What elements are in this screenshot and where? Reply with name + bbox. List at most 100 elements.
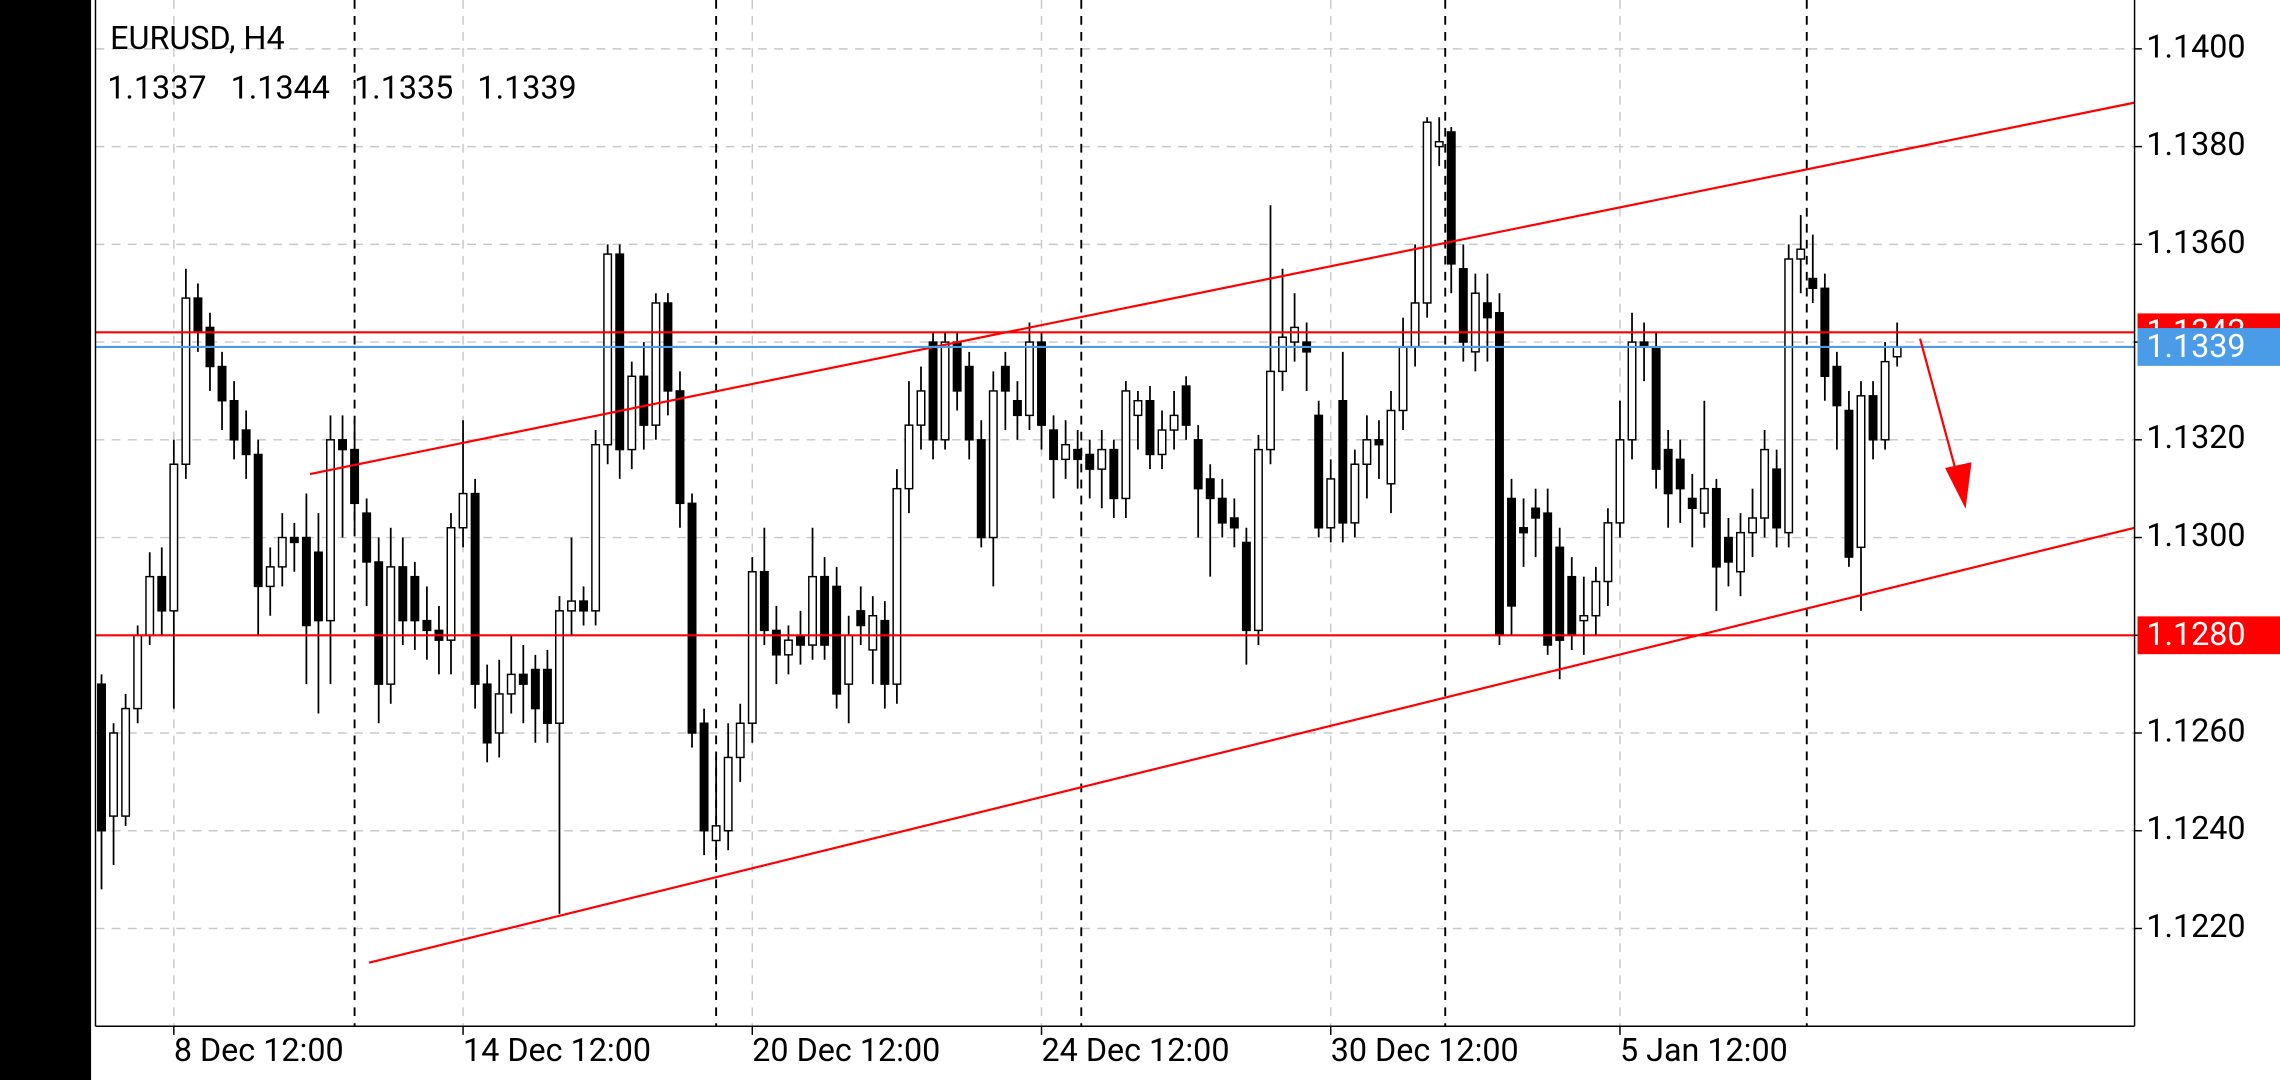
candle-body [1470, 292, 1480, 353]
candle-body [1844, 409, 1854, 558]
candle-body [410, 575, 420, 622]
candle-body [1422, 121, 1432, 304]
ohlc-value: 1.1339 [477, 69, 576, 107]
candle-body [1386, 409, 1396, 485]
candle-body [1543, 512, 1553, 646]
candle-body [374, 561, 384, 685]
candle-body [639, 375, 649, 426]
candle-body [542, 668, 552, 724]
candle-body [1012, 399, 1022, 417]
y-tick-label: 1.1240 [2146, 809, 2245, 847]
candle-body [1133, 399, 1143, 417]
candle-body [567, 600, 576, 612]
candle-body [964, 365, 974, 441]
candle-body [1711, 487, 1721, 568]
candle-body [1494, 312, 1504, 637]
candle-body [1868, 395, 1878, 441]
candle-body [1627, 341, 1637, 441]
axis: 1.1220 1.1240 1.1260 1.1280 1.1300 1.1320 1.13… [173, 27, 2280, 1069]
candle-body [193, 297, 203, 334]
candle-body [627, 375, 637, 451]
candle-body [121, 707, 131, 817]
arrow [1919, 338, 1960, 480]
candle-body [1217, 497, 1227, 524]
candle-body [145, 575, 155, 637]
candle-body [940, 341, 950, 441]
candle-body [844, 634, 854, 685]
ohlc-value: 1.1337 [107, 69, 206, 107]
candle-body [1856, 395, 1866, 549]
candle-body [506, 673, 516, 695]
candle-body [603, 253, 613, 446]
candle-body [928, 341, 938, 441]
candle-body [1314, 414, 1324, 529]
candle-body [1073, 448, 1083, 461]
candle-body [1121, 390, 1131, 500]
plot [95, 101, 2135, 964]
candle-body [1748, 517, 1758, 534]
candle-body [808, 575, 818, 646]
candle-body [277, 536, 287, 568]
candle-body [1736, 531, 1745, 573]
candle-body [313, 551, 323, 622]
candle-body [1157, 429, 1167, 456]
candle-body [723, 756, 733, 832]
candle-body [1796, 248, 1806, 260]
candle-body [1892, 346, 1902, 358]
candle-body [1241, 541, 1251, 632]
y-tick-label: 1.1360 [2146, 223, 2245, 261]
candle-body [1326, 478, 1336, 529]
candle-body [904, 424, 914, 490]
candle-body [1482, 302, 1492, 319]
candle-body [1181, 385, 1191, 426]
candle-body [1049, 429, 1059, 461]
candle-body [976, 439, 986, 539]
y-tick-label: 1.1300 [2146, 516, 2245, 554]
left-bar [0, 0, 92, 1080]
candle-body [1097, 448, 1107, 470]
candle-body [615, 253, 625, 451]
candle-body [1109, 448, 1119, 500]
candle-body [1663, 448, 1673, 495]
candle-body [759, 571, 769, 632]
candle-body [687, 502, 697, 734]
candle-body [796, 634, 805, 646]
candle-body [518, 673, 528, 685]
candle-body [1229, 517, 1239, 529]
candle-body [422, 619, 432, 632]
candle-body [771, 629, 781, 656]
trendline [309, 101, 2135, 476]
candle-body [1398, 346, 1408, 412]
symbol-title: EURUSD, H4 [110, 19, 284, 57]
candle-body [1519, 527, 1529, 534]
candle-body [1591, 580, 1601, 617]
candle-body [338, 439, 348, 451]
candle-body [1278, 336, 1288, 373]
x-tick-label: 30 Dec 12:00 [1331, 1031, 1519, 1069]
candle-body [1784, 258, 1794, 534]
candle-body [1567, 575, 1577, 637]
candle-body [1760, 448, 1770, 519]
candle-body [169, 463, 179, 612]
candle-body [109, 732, 119, 817]
candle-body [1266, 370, 1275, 451]
y-tick-label: 1.1220 [2146, 907, 2245, 945]
candle-body [1615, 439, 1625, 524]
candle-body [747, 571, 757, 724]
candle-body [1338, 399, 1348, 524]
candle-body [470, 492, 480, 685]
candle-body [1723, 536, 1733, 563]
candle-body [157, 575, 167, 612]
candle-body [301, 536, 311, 627]
candle-body [711, 825, 721, 842]
candle-body [530, 668, 540, 710]
candle-body [651, 302, 661, 426]
candle-body [229, 399, 239, 441]
candle-body [1410, 302, 1420, 348]
candle-body [820, 575, 830, 646]
candle-body [1037, 341, 1046, 426]
x-tick-label: 14 Dec 12:00 [463, 1031, 651, 1069]
y-tick-label: 1.1380 [2146, 125, 2245, 163]
candle-body [1458, 268, 1468, 343]
